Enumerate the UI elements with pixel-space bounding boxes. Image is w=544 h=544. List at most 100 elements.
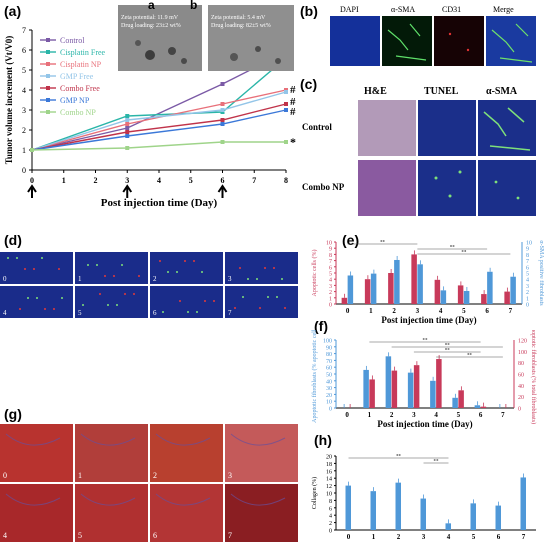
bar bbox=[452, 397, 458, 408]
d-tile-label-1: 1 bbox=[78, 275, 82, 283]
x-axis-label: Post injection time (Day) bbox=[381, 315, 476, 325]
d-dot bbox=[121, 264, 123, 266]
panel-d-fluorescence-grid: 0 1 2 3 4 5 6 7 bbox=[0, 252, 298, 318]
legend-label-2: Cisplatin NP bbox=[60, 60, 102, 69]
d-dot bbox=[159, 260, 161, 262]
y-tick-label: 0 bbox=[329, 407, 332, 413]
annotation-star: * bbox=[290, 135, 296, 149]
d-dot bbox=[53, 308, 55, 310]
x-tick-label-a: 8 bbox=[284, 176, 288, 185]
d-dot bbox=[196, 311, 198, 313]
legend-marker-3 bbox=[46, 74, 50, 78]
g-tile-7 bbox=[225, 484, 298, 542]
y-tick-label-a: 2 bbox=[22, 126, 26, 135]
g-tile-1 bbox=[75, 424, 148, 482]
d-dot bbox=[247, 278, 249, 280]
x-tick-label-a: 1 bbox=[62, 176, 66, 185]
d-tile-5 bbox=[75, 286, 148, 318]
bar bbox=[347, 275, 354, 304]
d-dot bbox=[184, 260, 186, 262]
d-dot bbox=[138, 275, 140, 277]
c-image-tunel-combo bbox=[418, 160, 476, 216]
d-dot bbox=[24, 268, 26, 270]
d-dot bbox=[187, 311, 189, 313]
bar bbox=[388, 273, 394, 304]
y-tick-label: 20 bbox=[326, 455, 332, 461]
x-tick-label: 0 bbox=[346, 307, 350, 315]
bar bbox=[370, 273, 377, 304]
x-tick-label: 4 bbox=[434, 411, 438, 419]
d-tile-label-7: 7 bbox=[228, 309, 232, 317]
b-image-merge bbox=[486, 16, 536, 66]
d-dot bbox=[96, 264, 98, 266]
x-tick-label: 5 bbox=[462, 307, 466, 315]
panel-g-label: (g) bbox=[4, 406, 22, 422]
d-dot bbox=[16, 257, 18, 259]
significance-mark: ** bbox=[467, 354, 473, 359]
panel-f-label: (f) bbox=[314, 318, 328, 334]
y-tick-label-right: 9 bbox=[526, 247, 529, 253]
panel-a-label: (a) bbox=[4, 3, 22, 19]
d-dot bbox=[61, 297, 63, 299]
y-tick-label-right: 3 bbox=[526, 284, 529, 290]
x-tick-label-a: 6 bbox=[221, 176, 225, 185]
y-tick-label: 0 bbox=[329, 303, 332, 309]
g-collagen-fiber bbox=[5, 433, 61, 446]
d-dot bbox=[99, 293, 101, 295]
y-tick-label: 4 bbox=[329, 514, 332, 520]
data-point bbox=[220, 102, 225, 106]
g-tile-3 bbox=[225, 424, 298, 482]
d-dot bbox=[133, 293, 135, 295]
bar bbox=[413, 365, 420, 408]
x-tick-label: 7 bbox=[522, 533, 526, 541]
d-dot bbox=[176, 271, 178, 273]
d-dot bbox=[239, 267, 241, 269]
legend-marker-0 bbox=[46, 38, 50, 42]
y-tick-label: 0 bbox=[329, 529, 332, 535]
c-image-tunel-control bbox=[418, 100, 476, 156]
panel-b-header-dapi: DAPI bbox=[340, 5, 359, 14]
significance-mark: ** bbox=[423, 339, 429, 344]
bar bbox=[463, 290, 470, 304]
y-tick-label: 30 bbox=[326, 386, 332, 392]
bar bbox=[341, 297, 348, 304]
y-tick-label-right: 0 bbox=[518, 407, 521, 413]
legend-marker-4 bbox=[46, 86, 50, 90]
inset-a-label: a bbox=[148, 0, 155, 12]
y-tick-label-right: 80 bbox=[518, 361, 524, 367]
d-dot bbox=[267, 296, 269, 298]
series-line-3 bbox=[31, 91, 287, 151]
data-point bbox=[30, 148, 34, 152]
y-tick-label: 18 bbox=[326, 462, 332, 468]
bar bbox=[407, 372, 414, 408]
y-tick-label-right: 4 bbox=[526, 278, 529, 284]
d-dot bbox=[87, 264, 89, 266]
x-tick-label-a: 5 bbox=[189, 176, 193, 185]
y-axis-label-left: Apoptotic fibroblasts (% apoptotic cells… bbox=[311, 330, 318, 423]
panel-b-header-asma: α-SMA bbox=[391, 5, 415, 14]
y-tick-label: 2 bbox=[329, 521, 332, 527]
y-tick-label: 100 bbox=[323, 339, 332, 345]
significance-mark: ** bbox=[461, 251, 467, 256]
x-tick-label: 4 bbox=[447, 533, 451, 541]
d-dot bbox=[116, 304, 118, 306]
x-tick-label-a: 4 bbox=[157, 176, 161, 185]
y-tick-label-a: 6 bbox=[22, 46, 26, 55]
legend-label-3: GMP Free bbox=[60, 72, 94, 81]
x-tick-label-a: 0 bbox=[30, 176, 34, 185]
g-tile-label-4: 4 bbox=[3, 531, 7, 540]
d-dot bbox=[264, 267, 266, 269]
panel-d-label: (d) bbox=[4, 232, 22, 248]
g-collagen-fiber bbox=[80, 493, 136, 506]
y-tick-label-right: 120 bbox=[518, 339, 527, 345]
d-tile-label-5: 5 bbox=[78, 309, 82, 317]
y-tick-label-right: 6 bbox=[526, 265, 529, 271]
significance-mark: ** bbox=[445, 349, 451, 354]
x-tick-label: 3 bbox=[422, 533, 426, 541]
panel-c-histology: H&E TUNEL α-SMA Control Combo NP bbox=[302, 86, 536, 216]
panel-c-label: (c) bbox=[300, 76, 318, 92]
bar bbox=[440, 290, 447, 304]
y-tick-label: 4 bbox=[329, 278, 332, 284]
annotation-hash-3: # bbox=[290, 106, 296, 118]
y-tick-label-right: 8 bbox=[526, 253, 529, 259]
